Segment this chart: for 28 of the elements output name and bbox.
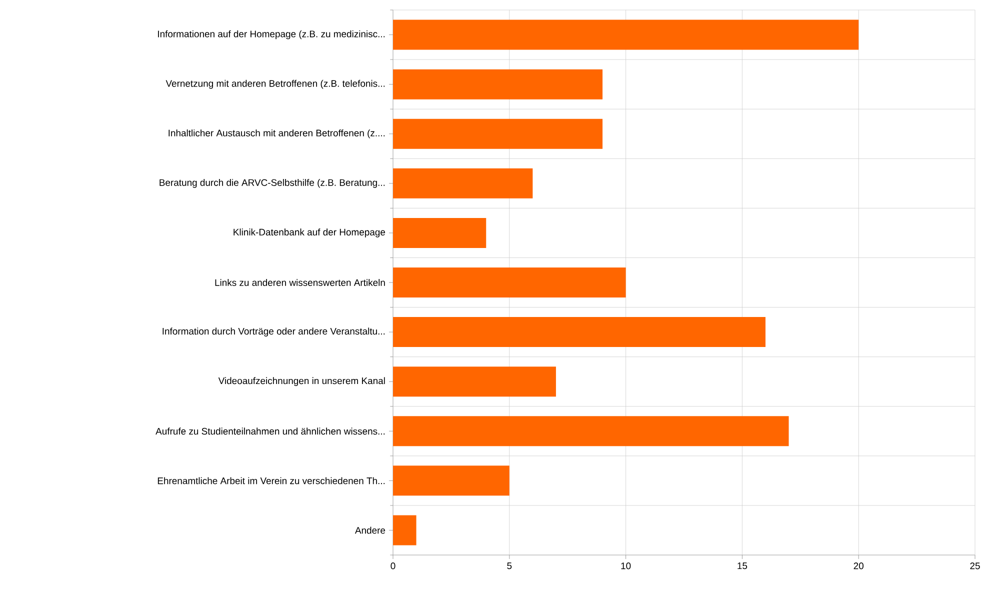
y-tick-label: Andere: [354, 526, 386, 534]
y-tick-label: Klinik-Datenbank auf der Homepage: [234, 228, 386, 238]
bar: [393, 515, 416, 546]
y-tick-label: Beratung durch die ARVC-Selbsthilfe (z.B. Beratung...: [160, 178, 385, 188]
bar: [393, 118, 603, 149]
bar: [393, 416, 789, 446]
x-tick-label: 20: [854, 562, 864, 570]
x-tick-label: 25: [970, 562, 980, 570]
bar: [393, 366, 556, 397]
y-tick-label: Aufrufe zu Studienteilnahmen und ähnlichen wissens...: [156, 428, 385, 435]
x-tick-label: 15: [738, 562, 748, 570]
bar: [393, 317, 766, 348]
bar: [393, 168, 533, 198]
y-tick-label: Vernetzung mit anderen Betroffenen (z.B. telefonis...: [166, 80, 385, 89]
y-tick-label: Links zu anderen wissenswerten Artikeln: [215, 279, 385, 286]
y-tick-label: Inhaltlicher Austausch mit anderen Betroffenen (z....: [168, 129, 385, 138]
y-tick-label: Information durch Vorträge oder andere Veranstaltu...: [162, 328, 385, 336]
x-tick-label: 10: [621, 562, 631, 570]
bar: [393, 218, 486, 248]
x-tick-label: 5: [507, 562, 512, 570]
bar: [393, 466, 510, 496]
y-tick-label: Videoaufzeichnungen in unserem Kanal: [218, 377, 385, 386]
bar: [393, 69, 603, 100]
bar: [393, 20, 859, 50]
y-tick-label: Ehrenamtliche Arbeit im Verein zu verschiedenen Th...: [158, 477, 385, 484]
y-tick-label: Informationen auf der Homepage (z.B. zu medizinisc...: [158, 30, 385, 40]
x-tick-label: 0: [390, 562, 396, 570]
bar: [393, 267, 626, 298]
